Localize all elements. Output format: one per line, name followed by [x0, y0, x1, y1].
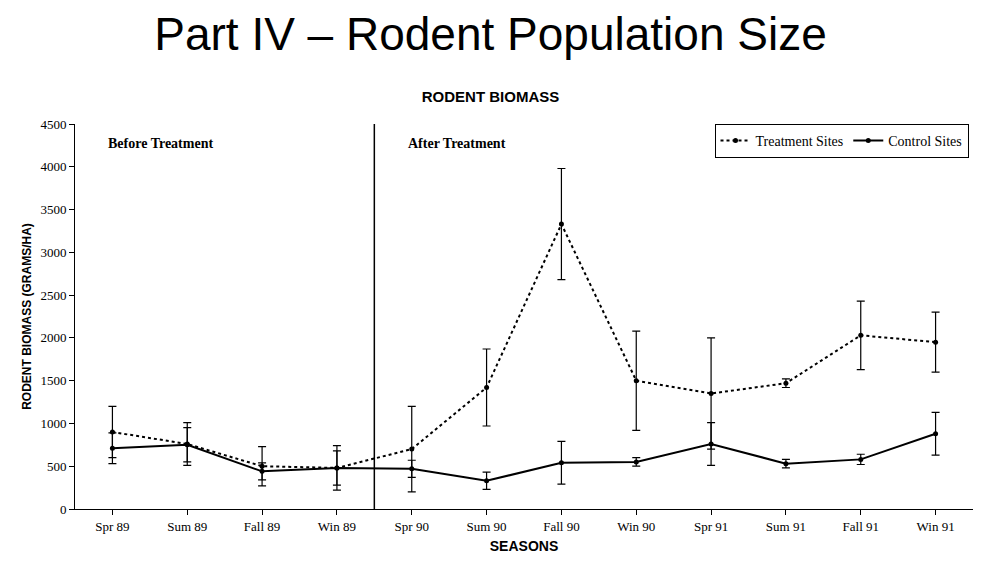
svg-text:After Treatment: After Treatment	[408, 136, 506, 151]
svg-text:3500: 3500	[40, 202, 66, 217]
svg-text:Sum 89: Sum 89	[167, 519, 207, 534]
svg-text:SEASONS: SEASONS	[490, 538, 558, 554]
svg-text:Spr 90: Spr 90	[395, 519, 429, 534]
svg-text:Sum 90: Sum 90	[467, 519, 507, 534]
svg-text:500: 500	[47, 459, 67, 474]
svg-text:RODENT BIOMASS (GRAMS/HA): RODENT BIOMASS (GRAMS/HA)	[20, 223, 34, 410]
svg-text:1500: 1500	[40, 373, 66, 388]
svg-text:4500: 4500	[40, 117, 66, 132]
svg-text:Fall 90: Fall 90	[543, 519, 579, 534]
svg-text:RODENT BIOMASS: RODENT BIOMASS	[422, 88, 560, 105]
svg-text:Control Sites: Control Sites	[888, 134, 962, 149]
svg-text:Spr 91: Spr 91	[694, 519, 728, 534]
svg-text:1000: 1000	[40, 416, 66, 431]
svg-text:Win 91: Win 91	[917, 519, 955, 534]
html-text:Part IV – Rodent Population Si: Part IV – Rodent Population Size	[154, 8, 827, 60]
svg-text:Before Treatment: Before Treatment	[108, 136, 213, 151]
svg-text:Spr 89: Spr 89	[95, 519, 129, 534]
svg-text:Fall 91: Fall 91	[843, 519, 879, 534]
svg-text:2500: 2500	[40, 288, 66, 303]
svg-text:0: 0	[60, 502, 67, 517]
svg-text:4000: 4000	[40, 159, 66, 174]
svg-text:Win 90: Win 90	[617, 519, 655, 534]
svg-text:Sum 91: Sum 91	[766, 519, 806, 534]
svg-text:Win 89: Win 89	[318, 519, 356, 534]
svg-text:Fall 89: Fall 89	[244, 519, 280, 534]
svg-text:2000: 2000	[40, 330, 66, 345]
svg-text:Treatment Sites: Treatment Sites	[756, 134, 844, 149]
svg-text:3000: 3000	[40, 245, 66, 260]
